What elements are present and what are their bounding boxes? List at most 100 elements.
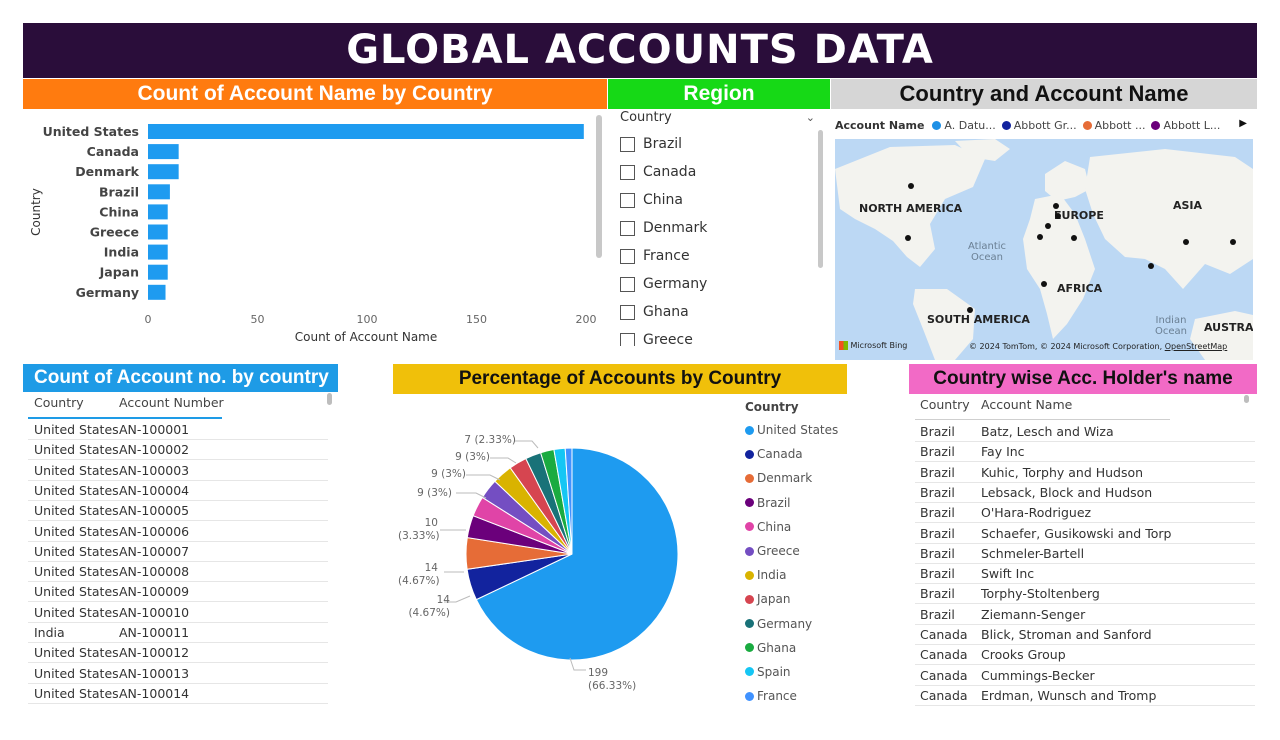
table-row[interactable]: United States AN-100010 (28, 603, 328, 623)
bar-chart[interactable]: 0 50 100 150 200 United States Canada Denmark Br… (23, 112, 598, 352)
pie-legend-item[interactable]: Ghana (745, 636, 838, 660)
map-legend-item[interactable]: A. Datu... (932, 119, 996, 132)
bar-chart-scrollbar[interactable] (596, 115, 602, 258)
world-map[interactable]: NORTH AMERICA EUROPE ASIA AFRICA SOUTH A… (835, 139, 1253, 360)
map-point[interactable] (1055, 213, 1061, 219)
table-row[interactable]: Brazil Lebsack, Block and Hudson (915, 483, 1255, 503)
table-row[interactable]: Canada Crooks Group (915, 645, 1255, 666)
table-row[interactable]: United States AN-100008 (28, 562, 328, 583)
bar[interactable] (148, 124, 584, 139)
slicer-scrollbar[interactable] (818, 130, 823, 268)
pie-legend-item[interactable]: Canada (745, 442, 838, 466)
slicer-item[interactable]: Canada (620, 158, 825, 186)
map-legend-item[interactable]: Abbott Gr... (1001, 119, 1077, 132)
account-number-table[interactable]: Country Account Number United States AN-1… (28, 395, 328, 707)
table-row[interactable]: Brazil Swift Inc (915, 564, 1255, 585)
table-row[interactable]: United States AN-100004 (28, 481, 328, 501)
column-header-country[interactable]: Country (34, 395, 84, 410)
checkbox[interactable] (620, 332, 635, 346)
checkbox[interactable] (620, 164, 635, 180)
checkbox[interactable] (620, 304, 635, 320)
bar[interactable] (148, 144, 179, 160)
map-point[interactable] (1071, 235, 1077, 241)
checkbox[interactable] (620, 276, 635, 292)
pie-chart[interactable] (455, 430, 695, 670)
bar[interactable] (148, 204, 168, 220)
account-name-table[interactable]: Country Account Name Brazil Batz, Lesch a… (915, 397, 1255, 715)
column-header-account-name[interactable]: Account Name (981, 397, 1073, 412)
map-point[interactable] (905, 235, 911, 241)
bar[interactable] (148, 244, 168, 260)
table-row[interactable]: United States AN-100001 (28, 420, 328, 440)
slicer-item[interactable]: Brazil (620, 130, 825, 158)
table-row[interactable]: Brazil Kuhic, Torphy and Hudson (915, 463, 1255, 483)
slicer-item[interactable]: France (620, 242, 825, 270)
column-header-country[interactable]: Country (920, 397, 970, 412)
bar[interactable] (148, 164, 179, 180)
slicer-item[interactable]: Germany (620, 270, 825, 298)
legend-next-icon[interactable]: ▶ (1239, 118, 1247, 129)
table-row[interactable]: United States AN-100013 (28, 664, 328, 684)
map-point[interactable] (1045, 223, 1051, 229)
map-point[interactable] (1148, 263, 1154, 269)
pie-slice[interactable] (475, 447, 679, 661)
map-point[interactable] (1037, 234, 1043, 240)
table-row[interactable]: United States AN-100006 (28, 522, 328, 542)
table-row[interactable]: Brazil Schaefer, Gusikowski and Torp (915, 524, 1255, 544)
checkbox[interactable] (620, 136, 635, 152)
table-row[interactable]: United States AN-100005 (28, 501, 328, 522)
map-point[interactable] (1230, 239, 1236, 245)
slicer-item[interactable]: Ghana (620, 298, 825, 326)
map-legend-item[interactable]: Abbott ... (1082, 119, 1145, 132)
map-point[interactable] (1053, 203, 1059, 209)
pie-legend-item[interactable]: United States (745, 418, 838, 442)
pie-legend-item[interactable]: Japan (745, 587, 838, 611)
slicer-item[interactable]: Denmark (620, 214, 825, 242)
map-visual[interactable]: Account Name A. Datu... Abbott Gr... Abbot… (835, 114, 1253, 360)
pie-legend-item[interactable]: Greece (745, 539, 838, 563)
bar[interactable] (148, 224, 168, 240)
table-row[interactable]: Brazil Batz, Lesch and Wiza (915, 422, 1255, 442)
slicer-item[interactable]: Greece (620, 326, 825, 346)
table-row[interactable]: United States AN-100007 (28, 542, 328, 562)
column-header-account-number[interactable]: Account Number (119, 395, 224, 410)
table-row[interactable]: Brazil O'Hara-Rodriguez (915, 503, 1255, 524)
table-row[interactable]: Canada Blick, Stroman and Sanford (915, 625, 1255, 645)
checkbox[interactable] (620, 220, 635, 236)
pie-legend-item[interactable]: China (745, 515, 838, 539)
map-point[interactable] (1183, 239, 1189, 245)
bar[interactable] (148, 284, 166, 300)
slicer-item[interactable]: China (620, 186, 825, 214)
pie-legend-item[interactable]: India (745, 563, 838, 587)
pie-legend-item[interactable]: Brazil (745, 491, 838, 515)
table-row[interactable]: Brazil Schmeler-Bartell (915, 544, 1255, 564)
bar[interactable] (148, 264, 168, 280)
table-row[interactable]: Canada Cummings-Becker (915, 666, 1255, 686)
chevron-down-icon[interactable]: ⌄ (805, 111, 815, 124)
osm-link[interactable]: OpenStreetMap (1164, 342, 1228, 351)
map-point[interactable] (908, 183, 914, 189)
table-row[interactable]: United States AN-100003 (28, 461, 328, 481)
table-scrollbar[interactable] (327, 393, 332, 405)
pie-legend-item[interactable]: Denmark (745, 466, 838, 490)
table-row[interactable]: Canada Erdman, Wunsch and Tromp (915, 686, 1255, 706)
table-row[interactable]: United States AN-100014 (28, 684, 328, 704)
table-row[interactable]: Brazil Fay Inc (915, 442, 1255, 463)
pie-legend-item[interactable]: France (745, 684, 838, 708)
table-row[interactable]: United States AN-100012 (28, 643, 328, 664)
pie-slice[interactable] (564, 447, 573, 555)
checkbox[interactable] (620, 192, 635, 208)
checkbox[interactable] (620, 248, 635, 264)
map-point[interactable] (1041, 281, 1047, 287)
table-row[interactable]: Brazil Torphy-Stoltenberg (915, 584, 1255, 605)
pie-legend-item[interactable]: Germany (745, 612, 838, 636)
map-legend-item[interactable]: Abbott L... (1151, 119, 1220, 132)
table-row[interactable]: Brazil Ziemann-Senger (915, 605, 1255, 625)
pie-legend-item[interactable]: Spain (745, 660, 838, 684)
table-row[interactable]: India AN-100011 (28, 623, 328, 643)
table-row[interactable]: United States AN-100009 (28, 582, 328, 603)
table-row[interactable]: United States AN-100002 (28, 440, 328, 461)
bar[interactable] (148, 184, 170, 200)
region-slicer[interactable]: Country ⌄ Brazil Canada China Denmark France… (620, 110, 825, 346)
table-scrollbar[interactable] (1244, 395, 1249, 403)
